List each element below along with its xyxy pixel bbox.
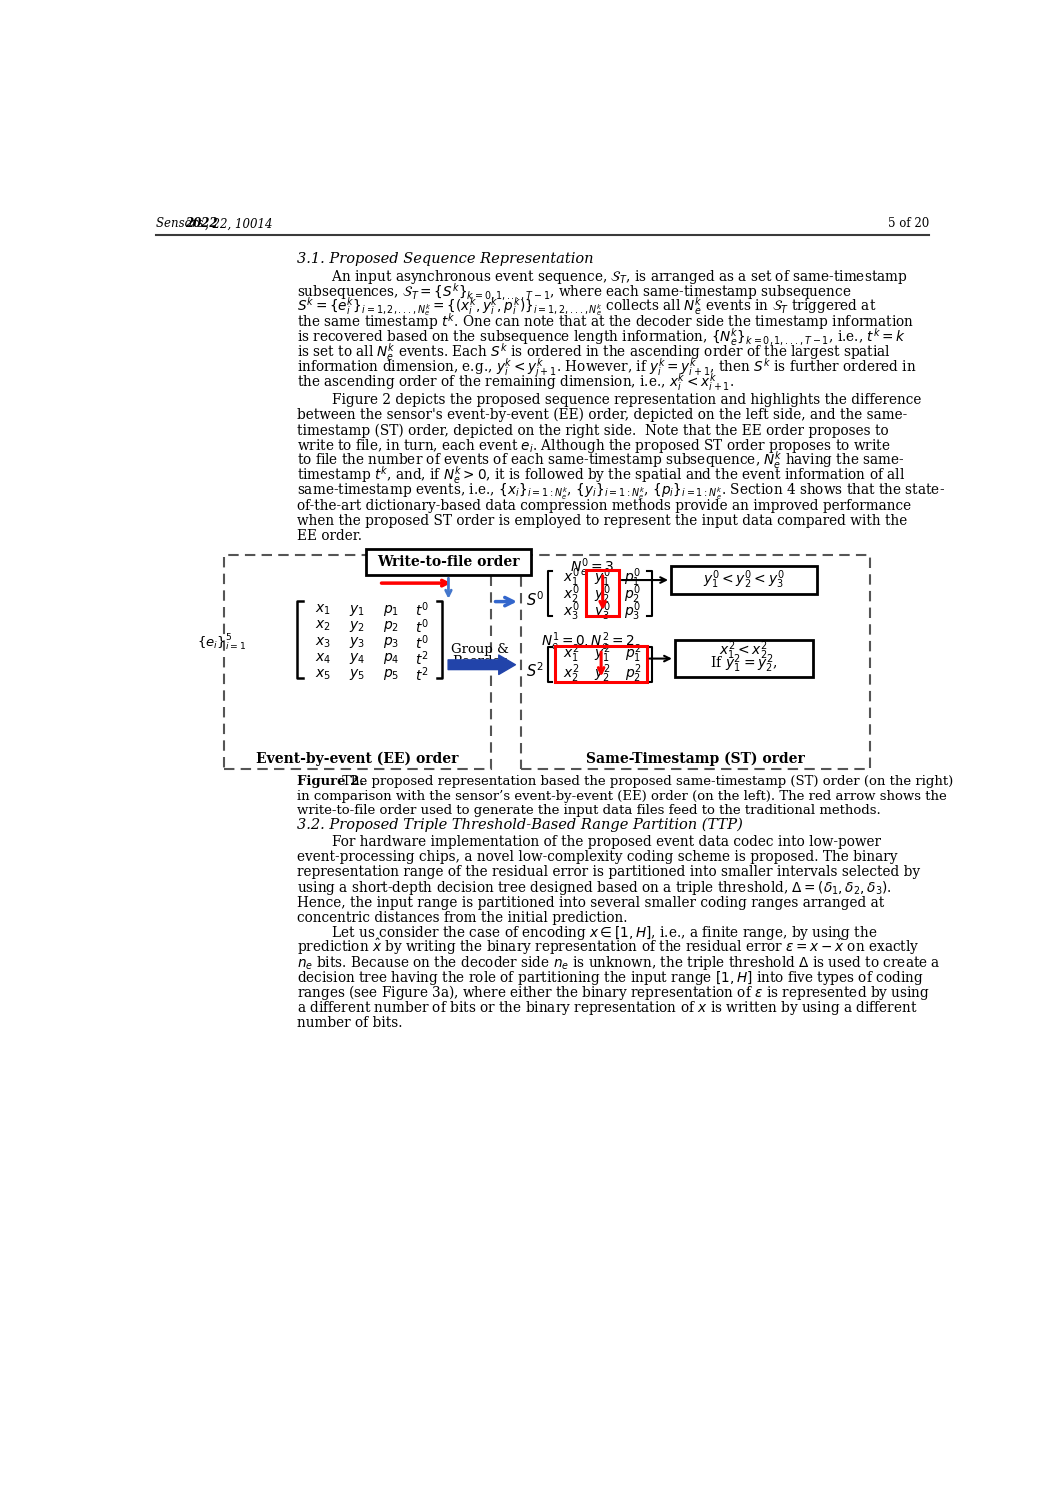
Text: the same timestamp $t^k$. One can note that at the decoder side the timestamp in: the same timestamp $t^k$. One can note t… (296, 311, 914, 332)
Text: $y_3^0$: $y_3^0$ (594, 600, 610, 623)
Text: 5 of 20: 5 of 20 (888, 217, 929, 231)
Text: $p_2^2$: $p_2^2$ (624, 662, 641, 684)
Bar (675, 641, 813, 677)
Text: $y_1^0 < y_2^0 < y_3^0$: $y_1^0 < y_2^0 < y_3^0$ (703, 569, 785, 591)
Text: concentric distances from the initial prediction.: concentric distances from the initial pr… (296, 910, 627, 925)
Text: Figure 2.: Figure 2. (296, 775, 364, 789)
Text: $p_2^0$: $p_2^0$ (624, 584, 641, 606)
Text: For hardware implementation of the proposed event data codec into low-power: For hardware implementation of the propo… (296, 835, 880, 849)
Text: $x_1^2 < x_2^2$: $x_1^2 < x_2^2$ (719, 639, 768, 662)
Text: $t^0$: $t^0$ (415, 633, 430, 651)
Text: $y_2$: $y_2$ (349, 618, 365, 633)
Text: information dimension, e.g., $y_i^k < y_{i+1}^k$. However, if $y_i^k = y_{i+1}^k: information dimension, e.g., $y_i^k < y_… (296, 356, 916, 377)
Text: $p_2$: $p_2$ (383, 618, 399, 633)
Text: If $y_1^2 = y_2^2$,: If $y_1^2 = y_2^2$, (710, 651, 778, 675)
Text: $t^0$: $t^0$ (415, 617, 430, 636)
Text: Figure 2 depicts the proposed sequence representation and highlights the differe: Figure 2 depicts the proposed sequence r… (296, 394, 920, 407)
Text: Group &: Group & (451, 642, 509, 656)
Text: of-the-art dictionary-based data compression methods provide an improved perform: of-the-art dictionary-based data compres… (296, 499, 911, 512)
Bar (223, 555, 491, 769)
Text: Sensors: Sensors (156, 217, 206, 231)
Text: 3.1. Proposed Sequence Representation: 3.1. Proposed Sequence Representation (296, 251, 594, 266)
Text: $x_1^2$: $x_1^2$ (563, 642, 579, 665)
Text: Same-Timestamp (ST) order: Same-Timestamp (ST) order (586, 751, 805, 766)
Text: $p_4$: $p_4$ (383, 651, 399, 666)
FancyArrowPatch shape (449, 656, 515, 675)
Text: $x_4$: $x_4$ (315, 651, 331, 666)
Text: timestamp $t^k$, and, if $N_e^k > 0$, it is followed by the spatial and the even: timestamp $t^k$, and, if $N_e^k > 0$, it… (296, 464, 905, 487)
Bar (671, 566, 817, 594)
Text: $p_3^0$: $p_3^0$ (624, 600, 641, 623)
Text: decision tree having the role of partitioning the input range $[1, H]$ into five: decision tree having the role of partiti… (296, 970, 923, 988)
Text: $x_1^0$: $x_1^0$ (563, 566, 580, 588)
Text: $p_1^2$: $p_1^2$ (624, 642, 641, 665)
Text: $y_5$: $y_5$ (349, 668, 365, 683)
Text: $x_5$: $x_5$ (315, 668, 331, 683)
Text: An input asynchronous event sequence, $\mathcal{S}_T$, is arranged as a set of s: An input asynchronous event sequence, $\… (296, 268, 908, 286)
Text: $t^2$: $t^2$ (416, 666, 428, 684)
Text: the ascending order of the remaining dimension, i.e., $x_i^k < x_{i+1}^k$.: the ascending order of the remaining dim… (296, 371, 734, 392)
Text: $y_1$: $y_1$ (349, 603, 365, 618)
Text: $y_2^0$: $y_2^0$ (594, 584, 610, 606)
Text: prediction $\hat{x}$ by writing the binary representation of the residual error : prediction $\hat{x}$ by writing the bina… (296, 937, 919, 958)
Text: $x_2^2$: $x_2^2$ (563, 662, 579, 684)
Text: $x_2^0$: $x_2^0$ (563, 584, 580, 606)
Text: is recovered based on the subsequence length information, $\{N_e^k\}_{k=0,1,...,: is recovered based on the subsequence le… (296, 326, 906, 347)
Text: $p_3$: $p_3$ (383, 635, 399, 650)
Text: , 22, 10014: , 22, 10014 (205, 217, 273, 231)
FancyArrowPatch shape (495, 597, 513, 606)
Text: $y_1^2$: $y_1^2$ (594, 642, 610, 665)
Text: Event-by-event (EE) order: Event-by-event (EE) order (256, 751, 458, 766)
Text: $y_1^0$: $y_1^0$ (594, 566, 610, 588)
Text: same-timestamp events, i.e., $\{x_i\}_{i=1:N_e^k}$, $\{y_i\}_{i=1:N_e^k}$, $\{p_: same-timestamp events, i.e., $\{x_i\}_{i… (296, 482, 945, 501)
Text: timestamp (ST) order, depicted on the right side.  Note that the EE order propos: timestamp (ST) order, depicted on the ri… (296, 424, 888, 437)
Text: $S^0$: $S^0$ (526, 590, 545, 609)
Text: $y_2^2$: $y_2^2$ (594, 662, 610, 684)
Text: $x_3^0$: $x_3^0$ (563, 600, 580, 623)
Text: $S^2$: $S^2$ (526, 662, 544, 680)
Text: in comparison with the sensor’s event-by-event (EE) order (on the left). The red: in comparison with the sensor’s event-by… (296, 789, 946, 802)
Text: EE order.: EE order. (296, 528, 362, 542)
Text: number of bits.: number of bits. (296, 1016, 402, 1030)
Text: a different number of bits or the binary representation of $x$ is written by usi: a different number of bits or the binary… (296, 1000, 917, 1018)
Bar (586, 570, 619, 617)
Text: write to file, in turn, each event $e_i$. Although the proposed ST order propose: write to file, in turn, each event $e_i$… (296, 437, 890, 455)
Text: is set to all $N_e^k$ events. Each $S^k$ is ordered in the ascending order of th: is set to all $N_e^k$ events. Each $S^k$… (296, 341, 891, 362)
Text: ranges (see Figure 3a), where either the binary representation of $\epsilon$ is : ranges (see Figure 3a), where either the… (296, 984, 930, 1003)
Text: using a short-depth decision tree designed based on a triple threshold, $\Delta : using a short-depth decision tree design… (296, 879, 892, 897)
Text: write-to-file order used to generate the input data files feed to the traditiona: write-to-file order used to generate the… (296, 804, 880, 817)
Bar (522, 555, 870, 769)
Bar (555, 647, 646, 683)
Text: 2022: 2022 (185, 217, 218, 231)
Text: $p_5$: $p_5$ (383, 668, 399, 683)
Text: The proposed representation based the proposed same-timestamp (ST) order (on the: The proposed representation based the pr… (338, 775, 953, 789)
Text: $p_1^0$: $p_1^0$ (624, 566, 641, 588)
Text: $y_3$: $y_3$ (349, 635, 365, 650)
Text: between the sensor's event-by-event (EE) order, depicted on the left side, and t: between the sensor's event-by-event (EE)… (296, 409, 907, 422)
Text: $S^k = \{e_i^k\}_{i=1,2,...,N_e^k} = \{(x_i^k, y_i^k, p_i^k)\}_{i=1,2,...,N_e^k}: $S^k = \{e_i^k\}_{i=1,2,...,N_e^k} = \{(… (296, 296, 876, 319)
Text: Let us consider the case of encoding $x \in [1, H]$, i.e., a finite range, by us: Let us consider the case of encoding $x … (296, 924, 877, 942)
Text: $t^0$: $t^0$ (415, 600, 430, 620)
Text: when the proposed ST order is employed to represent the input data compared with: when the proposed ST order is employed t… (296, 513, 907, 527)
Text: $p_1$: $p_1$ (383, 603, 399, 618)
Text: $y_4$: $y_4$ (349, 651, 365, 666)
Text: representation range of the residual error is partitioned into smaller intervals: representation range of the residual err… (296, 865, 919, 880)
Text: 3.2. Proposed Triple Threshold-Based Range Partition (TTP): 3.2. Proposed Triple Threshold-Based Ran… (296, 817, 743, 832)
Text: $x_1$: $x_1$ (315, 603, 331, 617)
Text: Write-to-file order: Write-to-file order (378, 555, 519, 569)
Text: $n_e$ bits. Because on the decoder side $n_e$ is unknown, the triple threshold $: $n_e$ bits. Because on the decoder side … (296, 955, 941, 973)
Text: Reorder: Reorder (452, 656, 507, 668)
Text: $\{e_i\}_{i=1}^5$: $\{e_i\}_{i=1}^5$ (197, 632, 247, 653)
Text: to file the number of events of each same-timestamp subsequence, $N_e^k$ having : to file the number of events of each sam… (296, 449, 905, 472)
Text: $N_e^0 = 3$: $N_e^0 = 3$ (570, 557, 615, 579)
Text: $x_2$: $x_2$ (315, 620, 331, 633)
Text: subsequences, $\mathcal{S}_T = \{S^k\}_{k=0,1,...,T-1}$, where each same-timesta: subsequences, $\mathcal{S}_T = \{S^k\}_{… (296, 281, 851, 302)
Text: $N_e^1 = 0, N_e^2 = 2$: $N_e^1 = 0, N_e^2 = 2$ (542, 630, 635, 653)
Text: event-processing chips, a novel low-complexity coding scheme is proposed. The bi: event-processing chips, a novel low-comp… (296, 850, 897, 864)
Text: $t^2$: $t^2$ (416, 650, 428, 668)
Bar (366, 549, 531, 575)
Text: Hence, the input range is partitioned into several smaller coding ranges arrange: Hence, the input range is partitioned in… (296, 895, 883, 910)
Text: $x_3$: $x_3$ (315, 635, 331, 650)
